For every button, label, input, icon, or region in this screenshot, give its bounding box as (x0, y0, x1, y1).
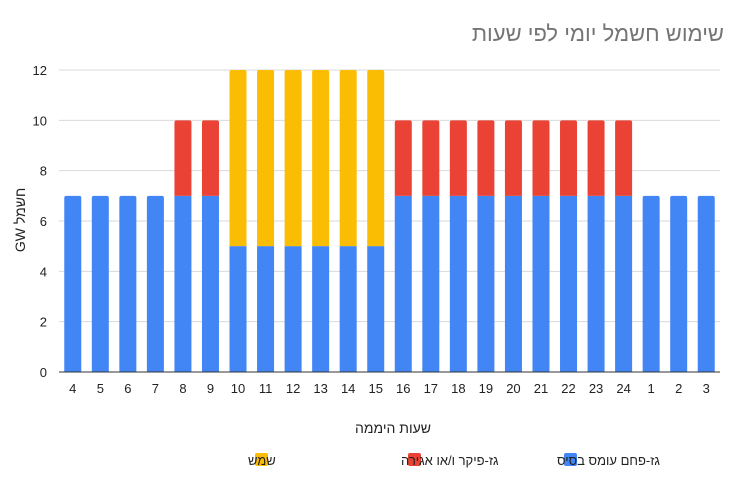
bar-segment (615, 195, 633, 372)
bar-segment (367, 246, 385, 372)
y-tick-label: 6 (40, 214, 47, 229)
legend-label: שמש (248, 453, 276, 468)
x-tick-label: 18 (451, 381, 465, 396)
legend: גז-פחם עומס בסיס גז-פיקר ו/או אגירה שמש (248, 453, 660, 468)
bar-segment (532, 195, 550, 372)
bar-segment (284, 70, 302, 247)
x-tick-label: 16 (396, 381, 410, 396)
bar-segment (504, 195, 522, 372)
y-axis-ticks: 0 2 4 6 8 10 12 (33, 63, 47, 380)
legend-item: גז-פחם עומס בסיס (557, 453, 660, 468)
bar-segment (477, 195, 495, 372)
legend-swatch (564, 453, 577, 466)
chart-title: שימוש חשמל יומי לפי שעות (471, 21, 724, 46)
legend-swatch (255, 453, 268, 466)
x-tick-label: 6 (124, 381, 131, 396)
bar-segment (146, 195, 164, 372)
bar-segment (477, 120, 495, 196)
x-tick-label: 5 (97, 381, 104, 396)
bar-segment (422, 120, 440, 196)
bar-segment (394, 195, 412, 372)
x-tick-label: 1 (648, 381, 655, 396)
legend-label: גז-פיקר ו/או אגירה (401, 453, 499, 468)
bar-segment (642, 195, 660, 372)
y-tick-label: 2 (40, 315, 47, 330)
bar-segment (367, 70, 385, 247)
x-tick-label: 14 (341, 381, 355, 396)
x-tick-label: 11 (259, 381, 273, 396)
y-tick-label: 10 (33, 113, 47, 128)
y-tick-label: 0 (40, 365, 47, 380)
bar-segment (312, 70, 330, 247)
x-tick-label: 20 (506, 381, 520, 396)
legend-label: גז-פחם עומס בסיס (557, 453, 660, 468)
x-axis-ticks: 4 5 6 7 8 9 10 11 12 13 14 15 16 17 18 19 20 21 22 23 24 1 2 3 (69, 381, 710, 396)
bar-segment (257, 70, 275, 247)
x-axis-label: שעות היממה (355, 420, 431, 436)
x-tick-label: 7 (152, 381, 159, 396)
x-tick-label: 10 (231, 381, 245, 396)
bar-segment (587, 195, 605, 372)
x-tick-label: 23 (589, 381, 603, 396)
bar-segment (670, 195, 688, 372)
bar-segment (449, 195, 467, 372)
bar-segment (560, 120, 578, 196)
bar-segment (339, 246, 357, 372)
x-tick-label: 13 (313, 381, 327, 396)
y-tick-label: 4 (40, 264, 47, 279)
bar-segment (91, 195, 109, 372)
x-tick-label: 17 (424, 381, 438, 396)
bar-segment (339, 70, 357, 247)
x-tick-label: 19 (479, 381, 493, 396)
bar-segment (422, 195, 440, 372)
x-tick-label: 2 (675, 381, 682, 396)
x-tick-label: 22 (561, 381, 575, 396)
y-tick-label: 8 (40, 164, 47, 179)
bar-segment (119, 195, 137, 372)
legend-item: שמש (248, 453, 276, 468)
bar-segment (257, 246, 275, 372)
bar-segment (615, 120, 633, 196)
legend-swatch (408, 453, 421, 466)
bar-segment (201, 120, 219, 196)
bar-segment (64, 195, 82, 372)
bar-segment (449, 120, 467, 196)
bar-segment (174, 120, 192, 196)
bar-segment (229, 246, 247, 372)
bar-segment (587, 120, 605, 196)
bar-segment (229, 70, 247, 247)
x-tick-label: 15 (368, 381, 382, 396)
x-tick-label: 21 (534, 381, 548, 396)
x-tick-label: 12 (286, 381, 300, 396)
bar-segment (174, 195, 192, 372)
bar-segment (697, 195, 715, 372)
x-tick-label: 9 (207, 381, 214, 396)
x-tick-label: 4 (69, 381, 76, 396)
x-tick-label: 24 (616, 381, 630, 396)
y-tick-label: 12 (33, 63, 47, 78)
bar-segment (394, 120, 412, 196)
bar-segment (532, 120, 550, 196)
bar-segment (312, 246, 330, 372)
bar-segment (284, 246, 302, 372)
bars (59, 70, 720, 373)
legend-item: גז-פיקר ו/או אגירה (401, 453, 499, 468)
y-axis-label: GW חשמל (12, 188, 28, 252)
bar-segment (201, 195, 219, 372)
bar-segment (504, 120, 522, 196)
bar-segment (560, 195, 578, 372)
x-tick-label: 8 (179, 381, 186, 396)
x-tick-label: 3 (703, 381, 710, 396)
